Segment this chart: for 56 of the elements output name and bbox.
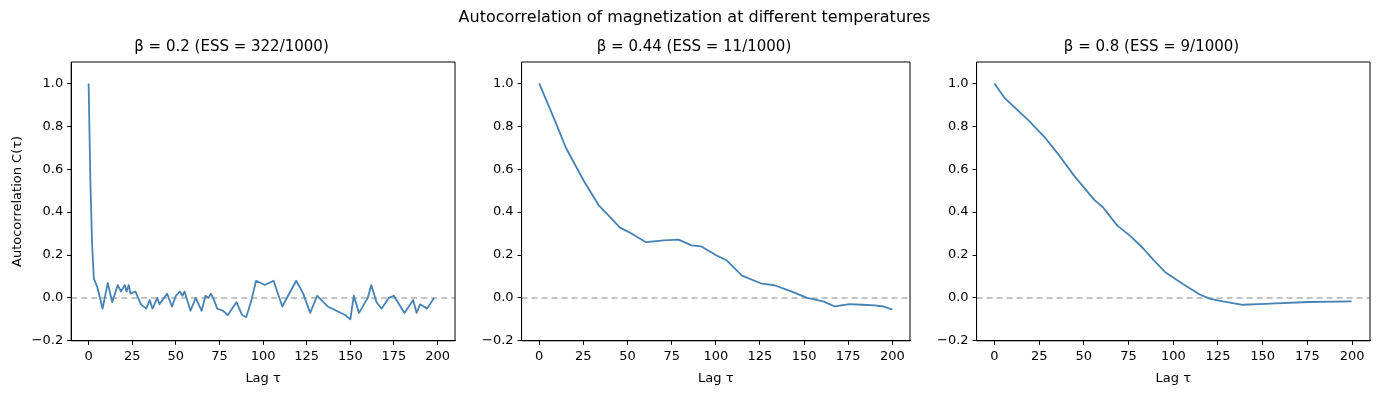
x-tick-label: 25 xyxy=(123,347,141,363)
y-tick-label: −0.2 xyxy=(936,332,969,348)
x-tick-label: 150 xyxy=(337,347,363,363)
x-axis-title: Lag τ xyxy=(245,369,281,385)
y-tick-label: −0.2 xyxy=(481,332,514,348)
y-tick-label: 0.8 xyxy=(492,117,514,133)
y-tick-label: 0.0 xyxy=(492,289,514,305)
x-tick-label: 100 xyxy=(1160,347,1186,363)
x-axis-title: Lag τ xyxy=(698,369,734,385)
x-tick-label: 175 xyxy=(1294,347,1320,363)
y-tick-label: 0.8 xyxy=(947,117,969,133)
x-tick-label: 100 xyxy=(703,347,729,363)
x-tick-label: 0 xyxy=(990,347,999,363)
x-tick-label: 125 xyxy=(294,347,320,363)
x-tick-label: 25 xyxy=(1030,347,1048,363)
x-tick-label: 125 xyxy=(1205,347,1231,363)
chart-title: β = 0.44 (ESS = 11/1000) xyxy=(596,36,792,55)
y-tick-label: 0.0 xyxy=(947,289,969,305)
x-axis-title: Lag τ xyxy=(1155,369,1192,385)
x-tick-label: 100 xyxy=(250,347,276,363)
x-tick-label: 125 xyxy=(747,347,773,363)
y-tick-label: 1.0 xyxy=(947,74,969,90)
x-tick-label: 50 xyxy=(619,347,636,363)
y-tick-label: 0.4 xyxy=(492,203,514,219)
x-tick-label: 150 xyxy=(791,347,817,363)
x-tick-label: 25 xyxy=(575,347,592,363)
y-tick-label: 0.2 xyxy=(492,246,514,262)
x-tick-label: 200 xyxy=(879,347,905,363)
x-tick-label: 75 xyxy=(663,347,680,363)
y-tick-label: 0.6 xyxy=(492,160,514,176)
x-tick-label: 150 xyxy=(1250,347,1276,363)
x-tick-label: 0 xyxy=(535,347,544,363)
x-tick-label: 75 xyxy=(211,347,228,363)
y-tick-label: −0.2 xyxy=(31,332,64,348)
x-tick-label: 50 xyxy=(1075,347,1093,363)
x-tick-label: 200 xyxy=(1339,347,1365,363)
y-tick-label: 1.0 xyxy=(492,74,514,90)
y-tick-label: 0.8 xyxy=(42,117,64,133)
y-tick-label: 0.4 xyxy=(947,203,969,219)
y-axis-title: Autocorrelation C(τ) xyxy=(9,135,25,267)
x-tick-label: 175 xyxy=(381,347,407,363)
chart-title: β = 0.2 (ESS = 322/1000) xyxy=(134,36,329,55)
y-tick-label: 0.4 xyxy=(42,203,64,219)
y-tick-label: 1.0 xyxy=(42,74,64,90)
y-tick-label: 0.6 xyxy=(947,160,969,176)
text: Autocorrelation of magnetization at different temperatures xyxy=(457,7,932,26)
x-tick-label: 175 xyxy=(835,347,861,363)
y-tick-label: 0.0 xyxy=(42,289,64,305)
chart-title: β = 0.8 (ESS = 9/1000) xyxy=(1063,36,1240,55)
y-tick-label: 0.2 xyxy=(42,246,64,262)
x-tick-label: 0 xyxy=(84,347,93,363)
x-tick-label: 200 xyxy=(425,347,450,363)
x-tick-label: 75 xyxy=(1120,347,1137,363)
y-tick-label: 0.2 xyxy=(947,246,969,262)
y-tick-label: 0.6 xyxy=(42,160,64,176)
x-tick-label: 50 xyxy=(167,347,185,363)
